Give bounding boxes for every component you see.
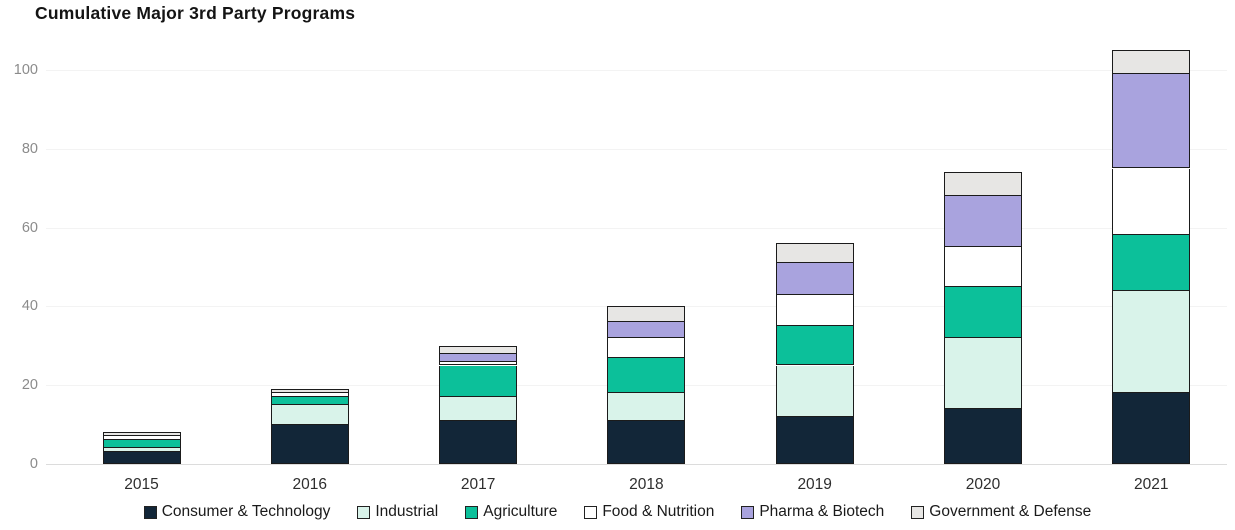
bar-segment-food-and-nutrition-2015 xyxy=(102,436,181,441)
legend-item-food-and-nutrition: Food & Nutrition xyxy=(584,503,714,521)
bar-segment-industrial-2015 xyxy=(102,448,181,453)
bar-segment-agriculture-2021 xyxy=(1112,235,1191,291)
bar-segment-government-and-defense-2020 xyxy=(944,172,1022,197)
legend-label: Pharma & Biotech xyxy=(759,503,885,520)
bar-segment-agriculture-2018 xyxy=(607,357,686,394)
bar-segment-food-and-nutrition-2020 xyxy=(944,247,1022,287)
bar-segment-industrial-2019 xyxy=(775,365,854,417)
x-axis-tick-label-2020: 2020 xyxy=(965,476,1001,493)
bar-segment-government-and-defense-2016 xyxy=(270,389,349,394)
bar-segment-government-and-defense-2019 xyxy=(775,243,854,264)
legend-swatch-government-and-defense xyxy=(911,505,925,519)
legend-label: Industrial xyxy=(375,503,439,520)
legend-label: Consumer & Technology xyxy=(161,503,331,520)
bar-segment-agriculture-2019 xyxy=(775,326,854,366)
legend-item-pharma-and-biotech: Pharma & Biotech xyxy=(741,503,884,521)
bar-segment-agriculture-2020 xyxy=(944,286,1022,338)
bar-segment-food-and-nutrition-2019 xyxy=(775,294,854,327)
bar-segment-pharma-and-biotech-2018 xyxy=(607,322,686,338)
legend-item-industrial: Industrial xyxy=(357,503,438,521)
bar-segment-pharma-and-biotech-2017 xyxy=(439,353,518,362)
bar-segment-consumer-and-technology-2017 xyxy=(439,420,518,464)
gridline xyxy=(46,70,1227,71)
bar-segment-food-and-nutrition-2017 xyxy=(439,361,518,366)
y-axis-tick-label: 100 xyxy=(13,62,38,78)
bar-segment-industrial-2020 xyxy=(944,337,1022,409)
x-axis-tick-label-2017: 2017 xyxy=(460,476,496,493)
bar-segment-pharma-and-biotech-2020 xyxy=(944,196,1022,248)
gridline xyxy=(46,227,1227,229)
legend: Consumer & Technology Industrial Agricultu… xyxy=(0,503,1235,521)
y-axis-tick-label: 80 xyxy=(21,140,38,157)
x-axis-tick-label-2021: 2021 xyxy=(1134,476,1169,493)
chart-title: Cumulative Major 3rd Party Programs xyxy=(35,3,356,23)
legend-swatch-industrial xyxy=(357,505,371,519)
bar-segment-food-and-nutrition-2021 xyxy=(1112,168,1191,236)
legend-swatch-pharma-and-biotech xyxy=(741,505,755,519)
x-axis-tick-label-2015: 2015 xyxy=(124,476,159,493)
bar-segment-agriculture-2015 xyxy=(102,440,181,449)
bar-segment-government-and-defense-2015 xyxy=(102,432,181,437)
legend-label: Government & Defense xyxy=(929,503,1092,520)
bar-segment-industrial-2018 xyxy=(607,393,686,421)
gridline xyxy=(46,148,1227,150)
x-axis-tick-label-2018: 2018 xyxy=(629,476,664,493)
bar-segment-agriculture-2016 xyxy=(270,397,349,405)
y-axis-tick-label: 0 xyxy=(29,456,38,472)
bar-segment-industrial-2021 xyxy=(1112,290,1191,394)
bar-segment-consumer-and-technology-2015 xyxy=(102,452,181,464)
y-axis-tick-label: 60 xyxy=(21,219,38,236)
legend-swatch-food-and-nutrition xyxy=(584,505,598,519)
bar-segment-agriculture-2017 xyxy=(439,365,518,398)
x-axis-tick-label-2019: 2019 xyxy=(797,476,832,493)
legend-swatch-consumer-and-technology xyxy=(143,505,157,519)
bar-segment-consumer-and-technology-2016 xyxy=(270,424,349,464)
bar-segment-government-and-defense-2017 xyxy=(439,345,518,354)
bar-segment-government-and-defense-2018 xyxy=(607,306,686,323)
x-axis-line xyxy=(46,464,1227,465)
bar-segment-pharma-and-biotech-2019 xyxy=(775,263,854,295)
legend-item-consumer-and-technology: Consumer & Technology xyxy=(143,503,331,521)
bar-segment-pharma-and-biotech-2021 xyxy=(1112,73,1191,169)
bar-segment-food-and-nutrition-2018 xyxy=(607,337,686,358)
legend-label: Food & Nutrition xyxy=(602,503,715,520)
bar-segment-industrial-2016 xyxy=(270,404,349,425)
bar-segment-consumer-and-technology-2018 xyxy=(607,420,686,464)
legend-label: Agriculture xyxy=(483,503,558,520)
bar-segment-food-and-nutrition-2016 xyxy=(270,393,349,398)
y-axis-tick-label: 20 xyxy=(21,377,38,394)
y-axis-tick-label: 40 xyxy=(21,298,38,315)
legend-swatch-agriculture xyxy=(465,505,479,519)
x-axis-tick-label-2016: 2016 xyxy=(292,476,328,493)
bar-segment-government-and-defense-2021 xyxy=(1112,50,1191,74)
bar-segment-consumer-and-technology-2020 xyxy=(944,408,1022,464)
bar-segment-consumer-and-technology-2019 xyxy=(775,416,854,464)
bar-segment-consumer-and-technology-2021 xyxy=(1112,393,1191,464)
legend-item-government-and-defense: Government & Defense xyxy=(911,503,1091,521)
bar-segment-industrial-2017 xyxy=(439,397,518,421)
legend-item-agriculture: Agriculture xyxy=(465,503,557,521)
